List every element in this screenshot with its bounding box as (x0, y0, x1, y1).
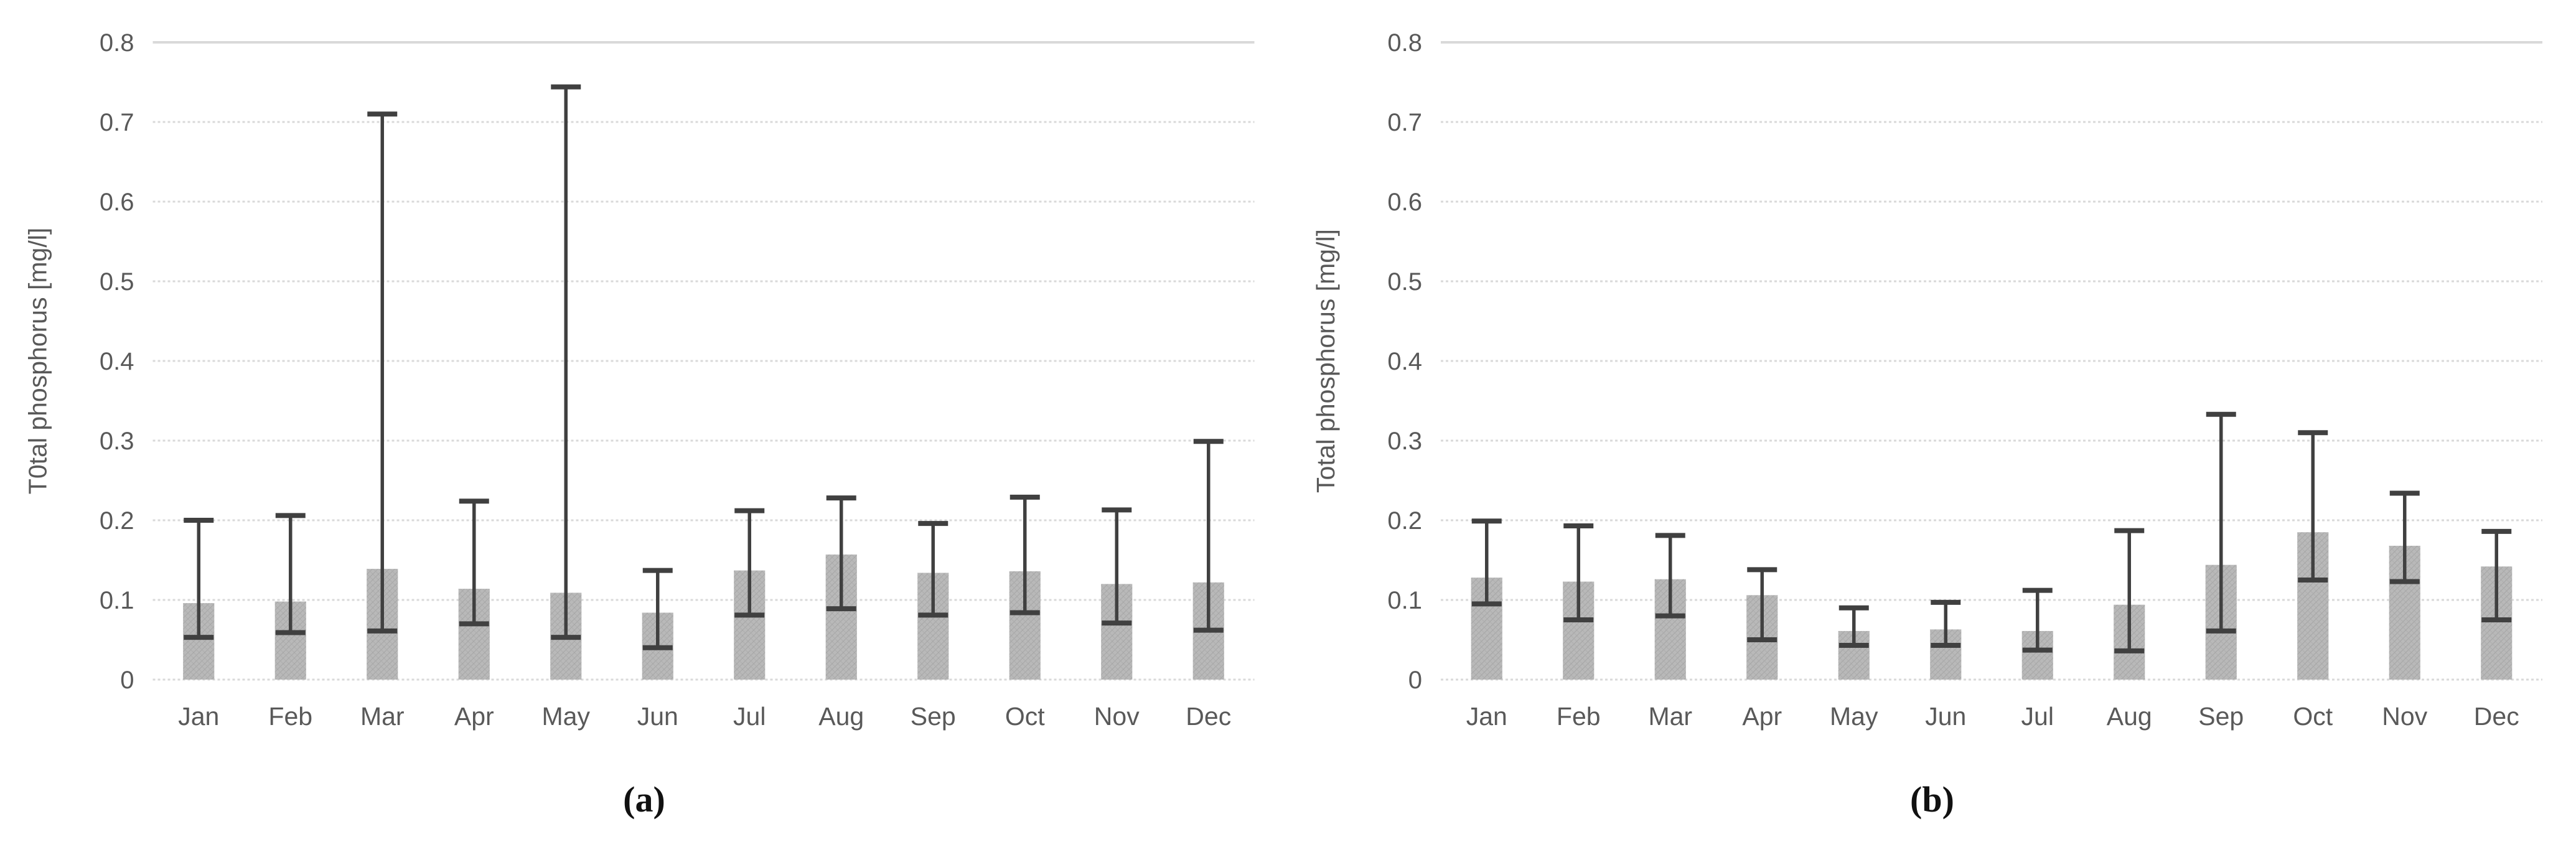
y-tick-label: 0.8 (1387, 29, 1422, 57)
x-tick-label-Oct: Oct (2293, 702, 2333, 731)
chart-panel-a: 0 0.1 0.2 0.3 0.4 0.5 0.6 0.7 0.8 T0tal phosphoru… (0, 0, 1288, 820)
chart-a-bar-chart: 0 0.1 0.2 0.3 0.4 0.5 0.6 0.7 0.8 T0tal phosphoru… (0, 0, 1288, 769)
y-tick-label: 0.1 (100, 587, 134, 614)
x-tick-label-Feb: Feb (268, 702, 312, 731)
y-tick-label: 0.2 (1387, 507, 1422, 535)
x-tick-label-Jan: Jan (1466, 702, 1507, 731)
y-tick-label: 0.8 (100, 29, 134, 57)
x-tick-label-Dec: Dec (1186, 702, 1231, 731)
x-tick-label-Apr: Apr (454, 702, 494, 731)
y-tick-label: 0 (120, 667, 134, 694)
chart-panel-b: 0 0.1 0.2 0.3 0.4 0.5 0.6 0.7 0.8 Total phosphoru… (1288, 0, 2576, 847)
y-tick-label: 0.6 (1387, 189, 1422, 216)
y-tick-label: 0.1 (1387, 587, 1422, 614)
caption-a: (a) (623, 779, 665, 820)
x-tick-label-Aug: Aug (2107, 702, 2152, 731)
x-tick-label-May: May (542, 702, 591, 731)
x-tick-label-Nov: Nov (2382, 702, 2427, 731)
y-tick-label: 0.5 (1387, 268, 1422, 296)
chart-b-bar-chart: 0 0.1 0.2 0.3 0.4 0.5 0.6 0.7 0.8 Total phosphoru… (1288, 0, 2576, 769)
x-tick-label-Jun: Jun (1925, 702, 1966, 731)
y-tick-label: 0.7 (100, 109, 134, 136)
y-tick-label: 0 (1408, 667, 1422, 694)
y-tick-label: 0.4 (100, 348, 134, 375)
chart-svg-b: 0 0.1 0.2 0.3 0.4 0.5 0.6 0.7 0.8 Total phosphoru… (1311, 29, 2542, 731)
y-axis-title: T0tal phosphorus [mg/l] (24, 228, 52, 494)
x-tick-label-Mar: Mar (1648, 702, 1692, 731)
x-tick-label-Jul: Jul (2021, 702, 2054, 731)
x-tick-label-Jul: Jul (733, 702, 766, 731)
x-tick-label-Oct: Oct (1005, 702, 1045, 731)
x-tick-label-Nov: Nov (1094, 702, 1140, 731)
chart-svg-a: 0 0.1 0.2 0.3 0.4 0.5 0.6 0.7 0.8 T0tal phosphoru… (24, 29, 1255, 731)
x-tick-label-Aug: Aug (818, 702, 864, 731)
x-tick-label-Mar: Mar (360, 702, 405, 731)
y-axis-title: Total phosphorus [mg/l] (1311, 229, 1340, 493)
y-tick-label: 0.5 (100, 268, 134, 296)
y-tick-label: 0.3 (100, 428, 134, 455)
y-tick-label: 0.3 (1387, 428, 1422, 455)
y-tick-label: 0.6 (100, 189, 134, 216)
x-tick-label-Jan: Jan (178, 702, 219, 731)
x-tick-label-Sep: Sep (911, 702, 956, 731)
x-tick-label-Apr: Apr (1742, 702, 1782, 731)
y-tick-label: 0.4 (1387, 348, 1422, 375)
x-tick-label-Dec: Dec (2474, 702, 2519, 731)
y-tick-label: 0.7 (1387, 109, 1422, 136)
x-tick-label-May: May (1830, 702, 1878, 731)
y-tick-label: 0.2 (100, 507, 134, 535)
x-tick-label-Feb: Feb (1557, 702, 1601, 731)
caption-b: (b) (1910, 779, 1954, 820)
x-tick-label-Jun: Jun (637, 702, 678, 731)
x-tick-label-Sep: Sep (2198, 702, 2244, 731)
